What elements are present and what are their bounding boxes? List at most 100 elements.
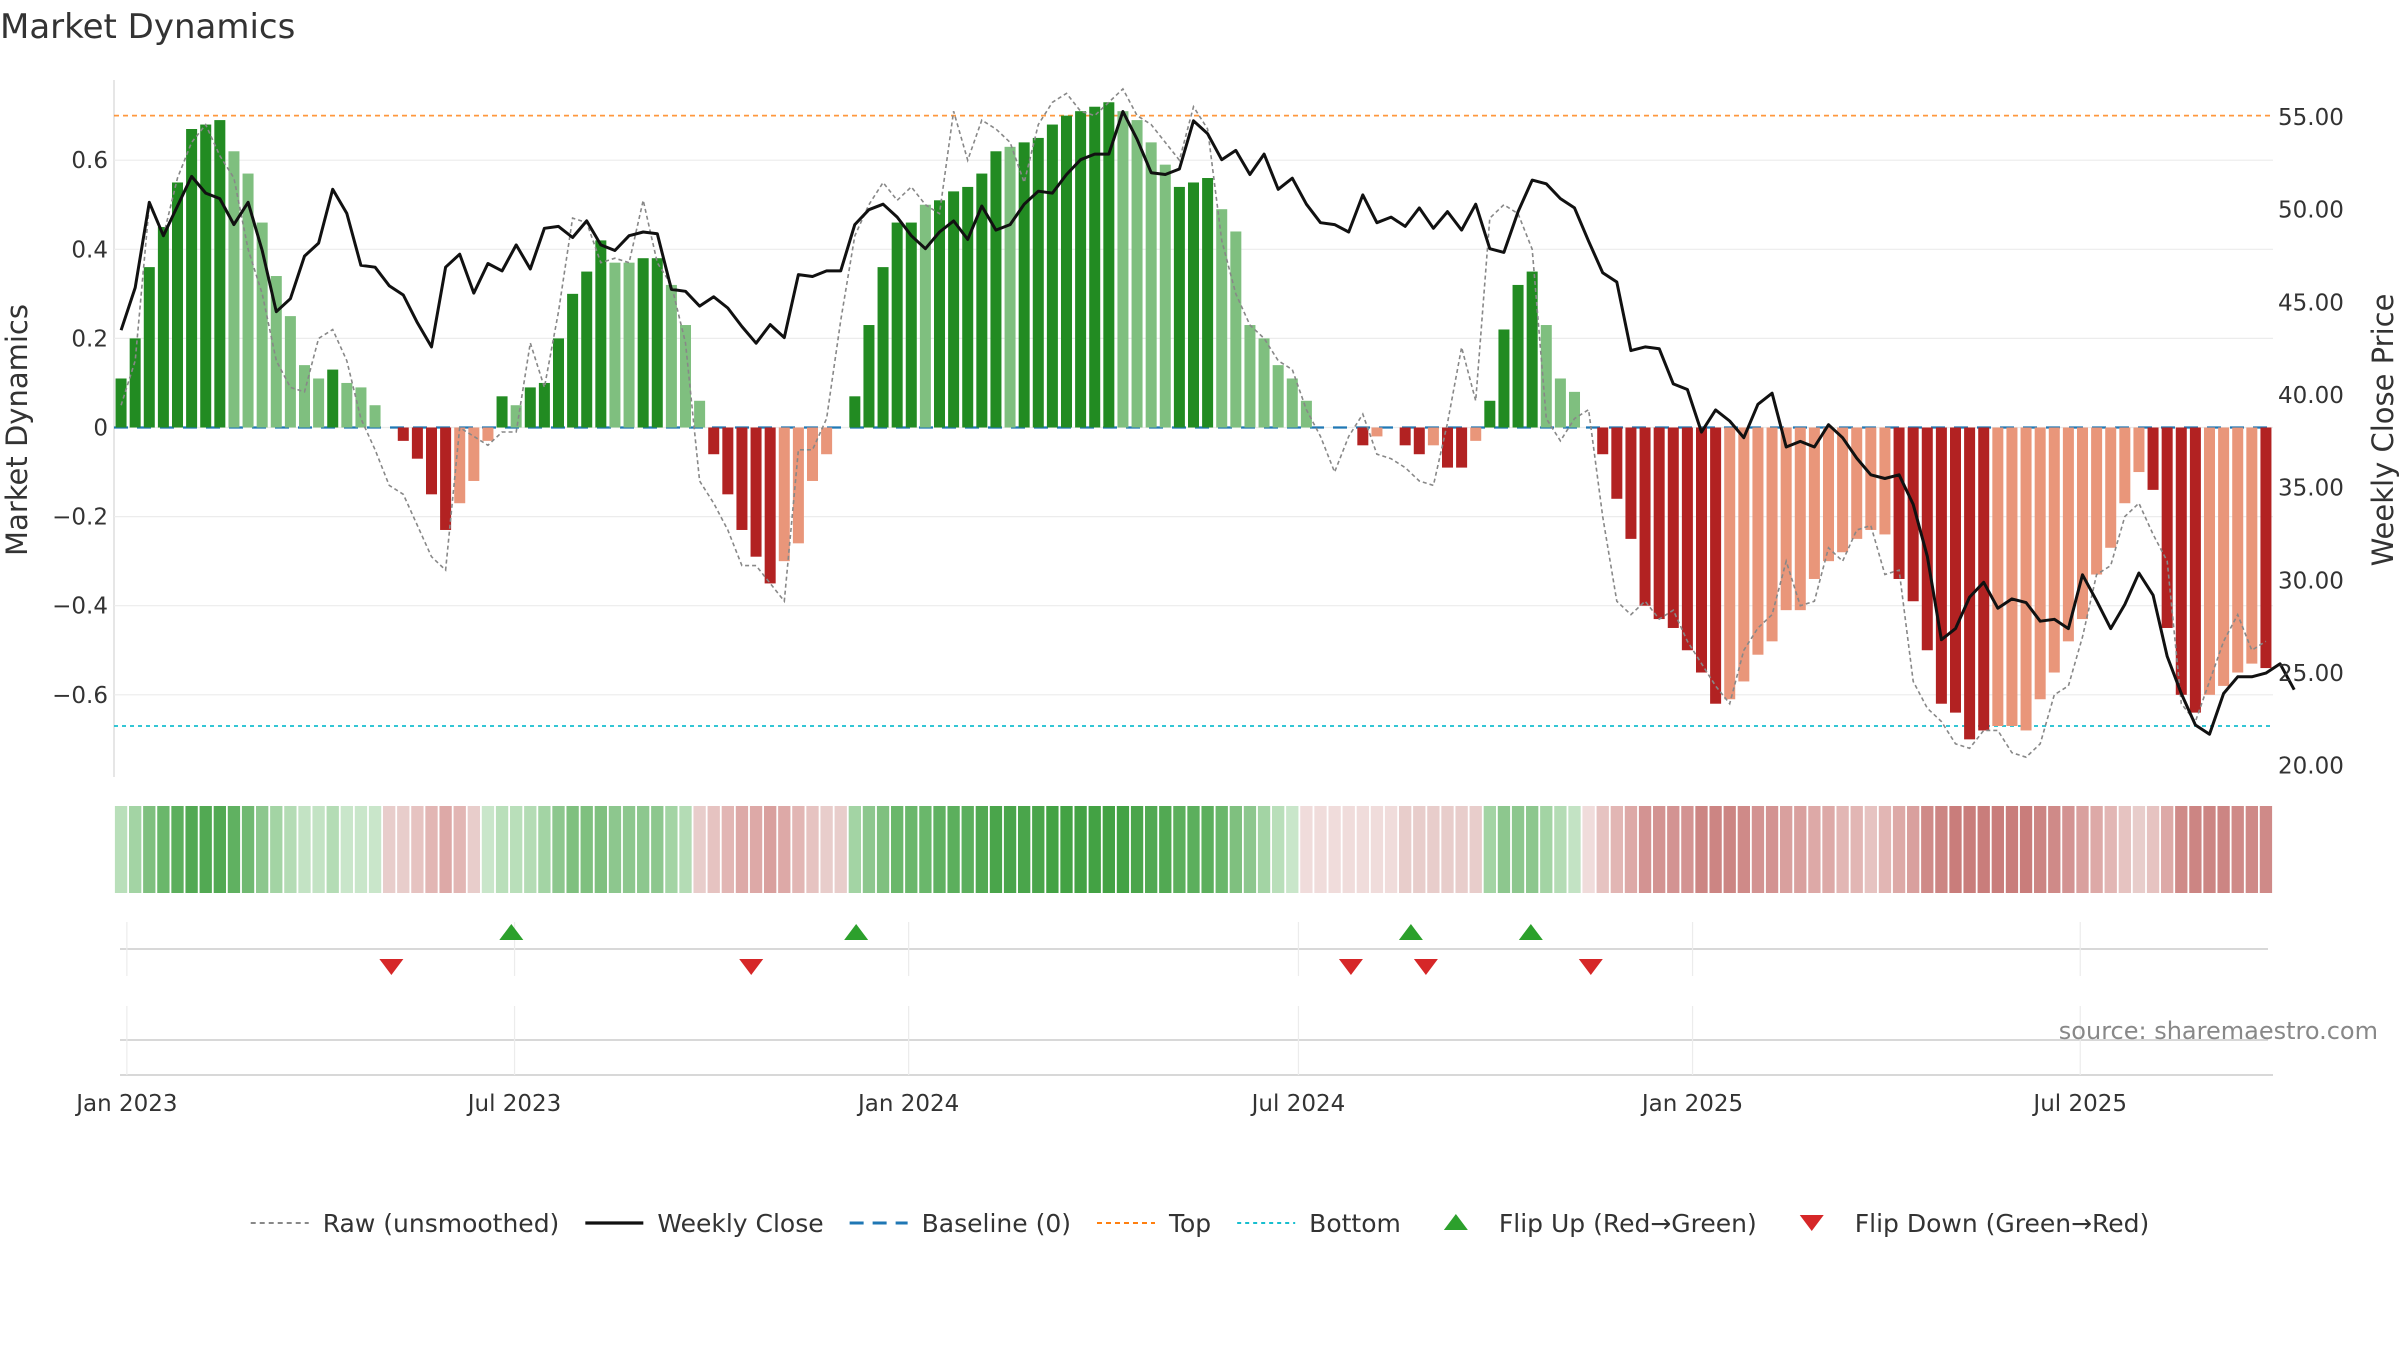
state-band-cell xyxy=(1314,806,1327,893)
y-tick-label: −0.4 xyxy=(52,594,108,620)
state-band-cell xyxy=(1780,806,1793,893)
bar xyxy=(1978,427,1990,731)
y-tick-label: −0.6 xyxy=(52,683,108,709)
legend-label: Flip Down (Green→Red) xyxy=(1855,1209,2150,1238)
bar xyxy=(1964,427,1976,740)
bar xyxy=(623,262,635,428)
bar xyxy=(200,124,212,428)
state-band-cell xyxy=(481,806,495,893)
bar xyxy=(750,427,762,557)
state-band-cell xyxy=(1638,806,1652,893)
state-band-cell xyxy=(1173,806,1186,893)
legend-label: Raw (unsmoothed) xyxy=(323,1209,560,1238)
bar xyxy=(157,227,169,428)
bar xyxy=(1046,124,1058,428)
state-band-cell xyxy=(580,806,593,893)
state-band-cell xyxy=(1272,806,1285,893)
state-band-cell xyxy=(764,806,777,893)
state-band-cell xyxy=(453,806,466,893)
state-band-cell xyxy=(1497,806,1511,893)
bar xyxy=(708,427,720,455)
bar xyxy=(792,427,804,544)
bar xyxy=(1441,427,1454,468)
state-band-cell xyxy=(524,806,537,893)
bar xyxy=(2119,427,2131,504)
bar xyxy=(736,427,748,530)
x-tick-label: Jan 2024 xyxy=(856,1091,959,1117)
bar xyxy=(369,405,381,428)
state-band-cell xyxy=(1892,806,1906,893)
state-band-cell xyxy=(241,806,255,893)
state-band-cell xyxy=(2005,806,2019,893)
state-band-cell xyxy=(1356,806,1369,893)
bar xyxy=(933,200,946,428)
state-band-cell xyxy=(2118,806,2131,893)
state-band-cell xyxy=(665,806,678,893)
state-band-cell xyxy=(1921,806,1934,893)
x-axis: Jan 2023 Jul 2023 Jan 2024 Jul 2024 Jan 2025… xyxy=(74,1091,2127,1117)
state-band-cell xyxy=(1963,806,1976,893)
bar xyxy=(1837,427,1849,553)
state-band-cell xyxy=(284,806,297,893)
flip-down-marker xyxy=(739,959,764,975)
state-band-cell xyxy=(312,806,325,893)
state-band-cell xyxy=(1060,806,1073,893)
state-band-cell xyxy=(933,806,946,893)
y-axis-label: Market Dynamics xyxy=(0,304,34,556)
state-band-cell xyxy=(594,806,607,893)
state-band-cell xyxy=(1695,806,1708,893)
state-band-cell xyxy=(185,806,198,893)
bar xyxy=(1568,391,1581,428)
bar xyxy=(919,204,931,428)
state-band-cell xyxy=(256,806,269,893)
legend-item-bottom: Bottom xyxy=(1237,1209,1401,1238)
bar xyxy=(1300,400,1312,428)
state-band-cell xyxy=(2090,806,2103,893)
bar xyxy=(806,427,819,481)
flip-markers-panel xyxy=(120,922,2268,976)
x-tick-label: Jul 2024 xyxy=(1250,1091,1346,1117)
legend-label: Flip Up (Red→Green) xyxy=(1499,1209,1757,1238)
bar xyxy=(1808,427,1820,579)
bar xyxy=(171,182,184,428)
bar xyxy=(1907,427,1919,602)
y2-tick-label: 20.00 xyxy=(2278,754,2344,780)
bar xyxy=(454,427,466,504)
bar xyxy=(1145,142,1157,428)
state-band-cell xyxy=(199,806,212,893)
bar xyxy=(1822,427,1835,562)
x-tick-label: Jul 2023 xyxy=(466,1091,562,1117)
bar xyxy=(651,258,663,428)
state-band-cell xyxy=(1413,806,1426,893)
bar xyxy=(1089,106,1101,428)
state-band-cell xyxy=(157,806,170,893)
state-band-cell xyxy=(1300,806,1313,893)
bar xyxy=(2133,427,2145,473)
bar xyxy=(1004,146,1016,428)
state-band-cell xyxy=(1455,806,1468,893)
bar xyxy=(694,400,706,428)
flip-down-marker xyxy=(1413,959,1438,975)
bar xyxy=(411,427,423,459)
bar xyxy=(1286,378,1298,428)
state-band-cell xyxy=(778,806,791,893)
bar xyxy=(1851,427,1863,539)
legend-item-close: Weekly Close xyxy=(585,1209,824,1238)
bar xyxy=(341,382,353,428)
y-tick-label: −0.2 xyxy=(52,505,108,531)
bar xyxy=(1456,427,1468,468)
bar xyxy=(1371,427,1383,437)
bar xyxy=(425,427,438,495)
bar xyxy=(1710,427,1722,704)
bar xyxy=(270,276,282,428)
bar xyxy=(1625,427,1637,539)
bar xyxy=(849,396,861,428)
state-band-cell xyxy=(1003,806,1017,893)
bar xyxy=(764,427,776,584)
state-band-cell xyxy=(848,806,861,893)
state-band-cell xyxy=(905,806,918,893)
legend-label: Bottom xyxy=(1309,1209,1401,1238)
bar xyxy=(1173,186,1185,428)
bar xyxy=(538,382,550,428)
bar xyxy=(524,387,536,428)
